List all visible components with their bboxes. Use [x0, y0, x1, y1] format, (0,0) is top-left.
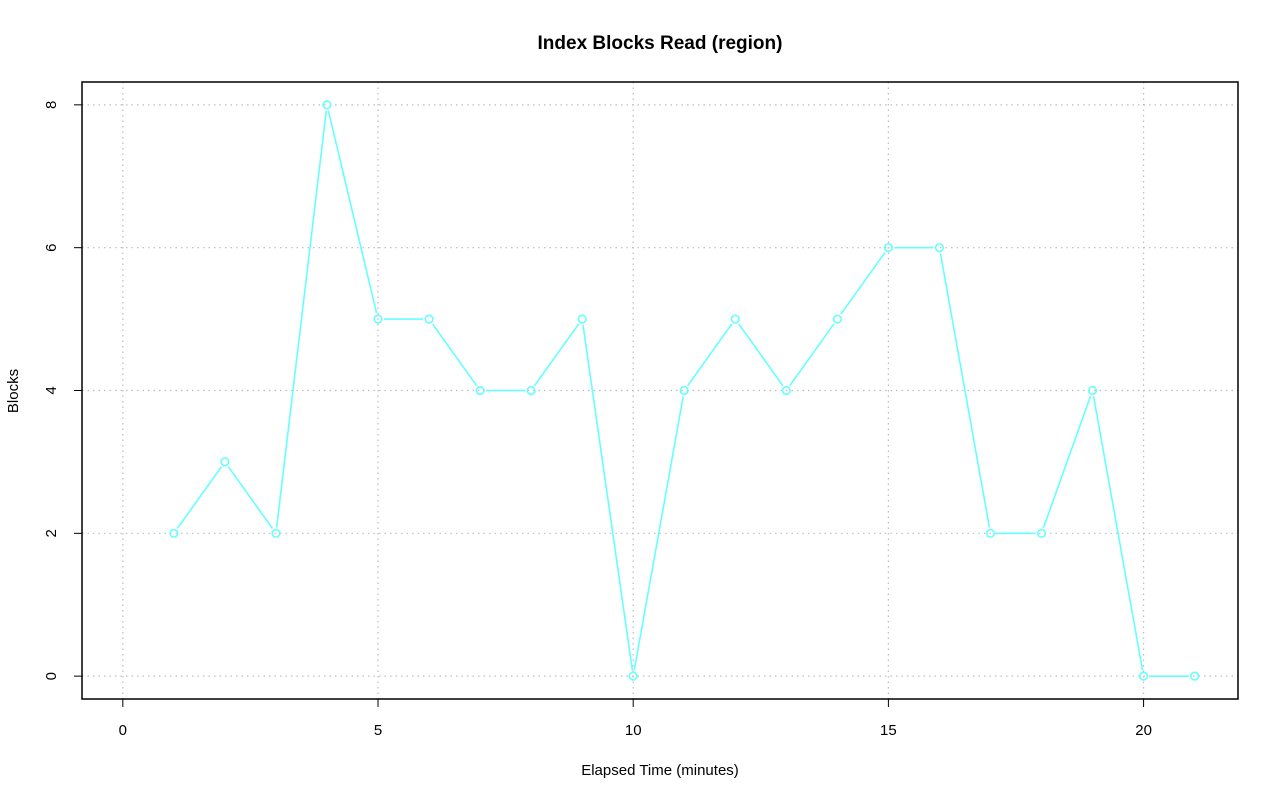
x-axis-label: Elapsed Time (minutes): [581, 762, 739, 779]
series-line-segment: [227, 466, 274, 529]
data-point: [424, 314, 434, 324]
data-point: [373, 314, 383, 324]
y-tick-label: 2: [43, 529, 60, 537]
data-point: [883, 243, 893, 253]
x-tick-label: 20: [1135, 722, 1152, 739]
y-axis-label: Blocks: [5, 369, 22, 413]
data-point: [1087, 385, 1098, 396]
series-line-segment: [738, 323, 784, 387]
grid: [82, 82, 1238, 699]
data-point: [934, 243, 945, 253]
data-point: [832, 314, 842, 324]
x-tick-label: 15: [880, 722, 897, 739]
y-tick-label: 0: [43, 672, 60, 680]
series-line-segment: [533, 323, 580, 387]
data-point: [1138, 671, 1149, 681]
series-line-segment: [327, 110, 378, 314]
y-axis: 0 2 4 6 8: [43, 101, 82, 680]
data-point: [679, 385, 689, 396]
y-tick-label: 6: [43, 244, 60, 252]
series-line-segment: [789, 323, 835, 387]
series-line-segment: [939, 253, 991, 528]
data-point: [169, 528, 179, 538]
series-line-segment: [275, 110, 328, 528]
x-tick-label: 5: [374, 722, 382, 739]
data-point: [1190, 671, 1200, 681]
series-line-segment: [1042, 395, 1092, 528]
y-tick-label: 4: [43, 386, 60, 394]
series-line-segment: [840, 252, 886, 315]
data-point: [271, 528, 281, 538]
data-series: [169, 100, 1200, 681]
series-line-segment: [582, 324, 634, 671]
data-point: [322, 100, 332, 110]
y-tick-label: 8: [43, 101, 60, 109]
data-point: [628, 671, 638, 681]
data-point: [220, 457, 230, 467]
x-axis: 0 5 10 15 20: [119, 699, 1152, 739]
series-line-segment: [431, 323, 478, 387]
data-point: [730, 314, 740, 324]
x-tick-label: 10: [625, 722, 642, 739]
x-tick-label: 0: [119, 722, 127, 739]
series-line-segment: [687, 323, 733, 387]
series-line-segment: [633, 396, 684, 671]
series-line-segment: [176, 466, 223, 529]
series-line-segment: [1092, 396, 1144, 671]
data-point: [781, 385, 791, 396]
data-point: [985, 528, 996, 538]
chart-title: Index Blocks Read (region): [538, 33, 783, 54]
data-point: [526, 385, 536, 396]
data-point: [577, 314, 587, 324]
data-point: [1036, 528, 1047, 538]
data-point: [475, 385, 485, 396]
